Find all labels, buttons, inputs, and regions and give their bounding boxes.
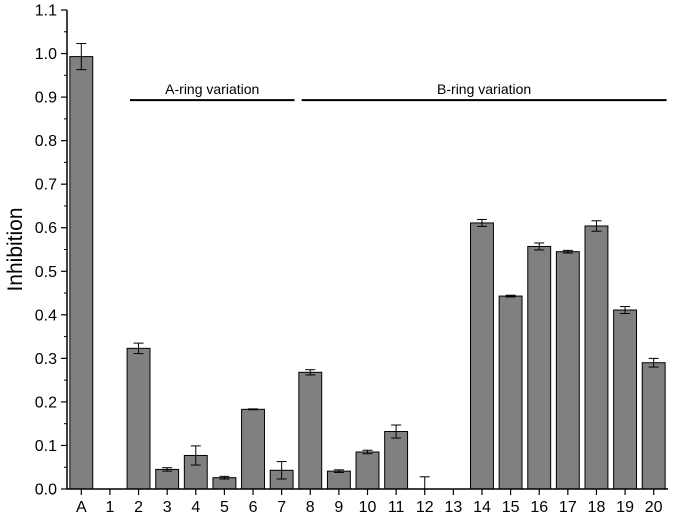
annotation-label-1: A-ring variation xyxy=(165,81,259,97)
x-tick-label-7: 7 xyxy=(277,499,286,516)
error-bar-20 xyxy=(648,357,659,368)
x-tick-label-14: 14 xyxy=(473,499,491,516)
x-tick-label-A: A xyxy=(76,499,87,516)
y-axis-title: Inhibition xyxy=(4,207,27,291)
x-tick-label-2: 2 xyxy=(134,499,143,516)
error-bar-11 xyxy=(391,424,402,439)
error-bar-5 xyxy=(219,475,230,480)
error-bar-3 xyxy=(162,467,173,472)
bar-9 xyxy=(326,470,351,490)
x-tick-label-20: 20 xyxy=(645,499,663,516)
bar-17 xyxy=(555,251,580,490)
bar-14 xyxy=(470,222,494,490)
axes-group: 0.00.10.20.30.40.50.60.70.80.91.01.1A 1 2 3… xyxy=(35,3,668,516)
y-tick-label: 0.2 xyxy=(35,394,57,411)
bar-8 xyxy=(298,371,323,490)
error-bar-16 xyxy=(534,242,545,251)
annotations-group: A-ring variation B-ring variation xyxy=(129,81,667,102)
error-bar-2 xyxy=(133,342,144,355)
x-tick-label-1: 1 xyxy=(105,499,114,516)
y-tick-label: 1.1 xyxy=(35,3,57,20)
bar-20 xyxy=(641,362,666,490)
x-tick-label-5: 5 xyxy=(220,499,229,516)
bar-11 xyxy=(384,431,409,490)
x-tick-label-9: 9 xyxy=(334,499,343,516)
error-bars-group xyxy=(76,43,659,489)
x-tick-label-16: 16 xyxy=(530,499,548,516)
error-bar-9 xyxy=(333,469,344,473)
error-bar-8 xyxy=(305,369,316,376)
x-tick-label-11: 11 xyxy=(388,499,405,516)
y-tick-label: 0.8 xyxy=(35,133,57,150)
x-tick-label-19: 19 xyxy=(616,499,634,516)
error-bar-14 xyxy=(476,218,487,227)
bar-19 xyxy=(613,309,638,490)
x-tick-label-13: 13 xyxy=(444,499,462,516)
annotation-label-2: B-ring variation xyxy=(437,81,531,97)
y-tick-label: 0.9 xyxy=(35,90,57,107)
y-tick-label: 1.0 xyxy=(35,46,57,63)
y-tick-label: 0.3 xyxy=(35,351,57,368)
error-bar-18 xyxy=(591,220,602,232)
bar-16 xyxy=(527,245,552,490)
bar-15 xyxy=(498,295,523,490)
x-tick-label-3: 3 xyxy=(163,499,172,516)
x-tick-label-10: 10 xyxy=(359,499,377,516)
bars-group xyxy=(69,56,666,490)
error-bar-A xyxy=(76,43,87,71)
error-bar-17 xyxy=(562,249,573,254)
bar-10 xyxy=(355,451,380,490)
x-tick-label-12: 12 xyxy=(416,499,434,516)
y-tick-label: 0.4 xyxy=(35,307,57,324)
y-tick-label: 0.7 xyxy=(35,177,57,194)
bar-2 xyxy=(126,347,151,490)
x-tick-label-4: 4 xyxy=(191,499,200,516)
error-bar-4 xyxy=(190,445,201,466)
x-tick-label-6: 6 xyxy=(249,499,258,516)
x-tick-label-18: 18 xyxy=(588,499,606,516)
error-bar-6 xyxy=(248,408,259,411)
x-tick-label-15: 15 xyxy=(502,499,520,516)
bar-6 xyxy=(241,408,265,490)
bar-18 xyxy=(584,225,609,490)
error-bar-15 xyxy=(505,294,516,298)
error-bar-10 xyxy=(362,449,373,455)
error-bar-7 xyxy=(276,461,287,480)
x-tick-label-17: 17 xyxy=(559,499,577,516)
y-tick-label: 0.5 xyxy=(35,264,57,281)
y-tick-label: 0.1 xyxy=(35,438,57,455)
y-tick-label: 0.6 xyxy=(35,220,57,237)
error-bar-12 xyxy=(419,476,430,489)
bar-A xyxy=(69,56,94,490)
y-tick-label: 0.0 xyxy=(35,482,57,499)
x-tick-label-8: 8 xyxy=(306,499,315,516)
bar-3 xyxy=(155,468,180,490)
error-bar-19 xyxy=(620,306,631,315)
